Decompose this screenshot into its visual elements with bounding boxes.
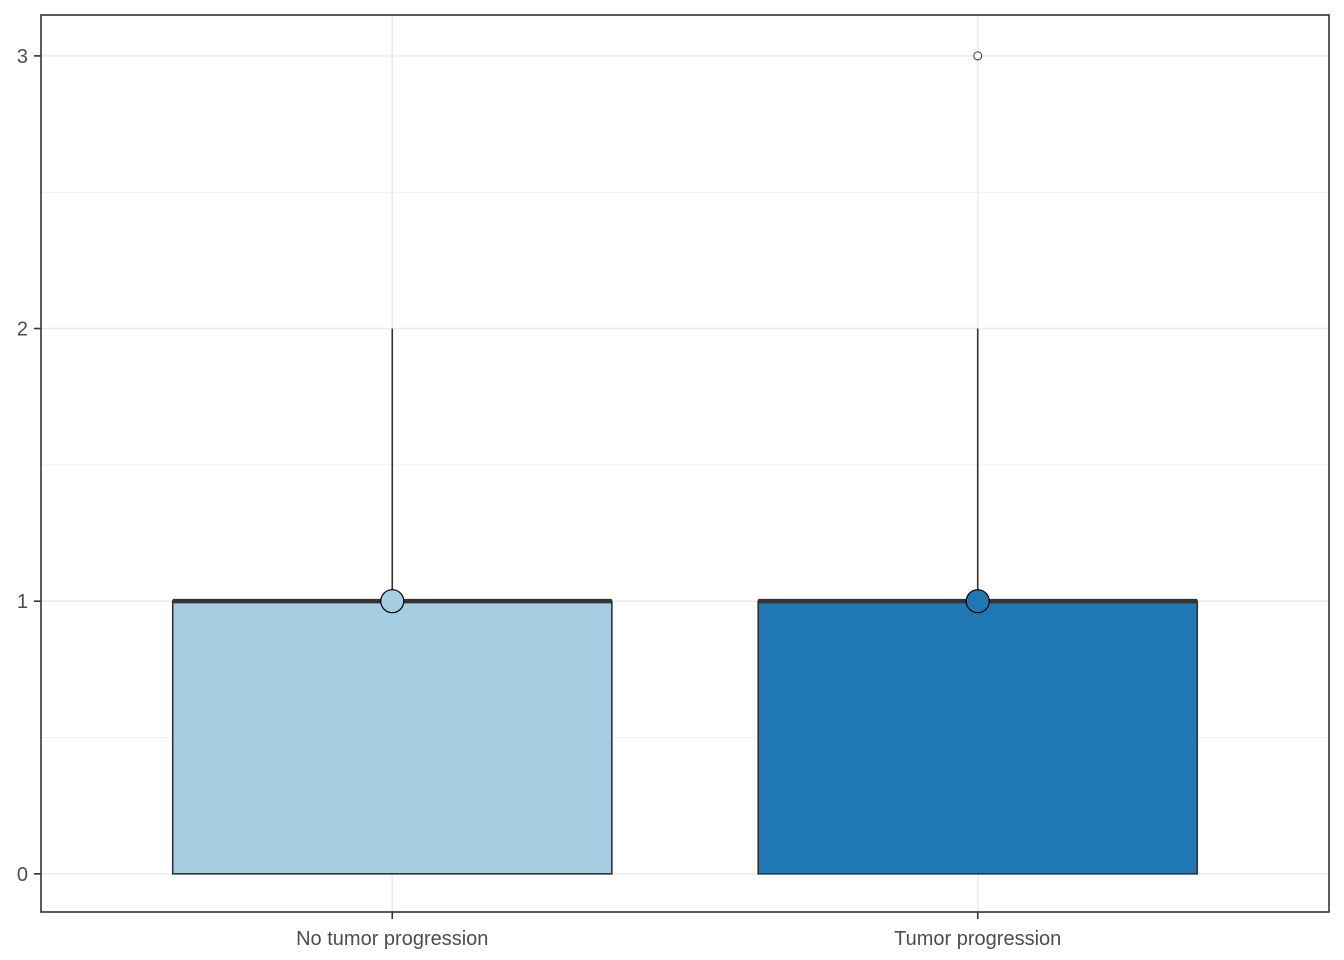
y-tick-label: 2 [17, 319, 28, 341]
plot-border [40, 14, 1330, 913]
boxes [171, 51, 1199, 875]
mean-point [965, 589, 990, 614]
box-group [171, 328, 613, 875]
box [757, 600, 1199, 875]
axes: 0 1 2 3 No tumor progression Tumor progressio… [17, 46, 1061, 950]
box [171, 600, 613, 875]
mean-point [380, 589, 405, 614]
y-tick-label: 3 [17, 46, 28, 68]
y-tick-label: 1 [17, 591, 28, 613]
y-tick-label: 0 [17, 864, 28, 886]
x-tick-label: Tumor progression [894, 928, 1061, 950]
outlier-point [973, 51, 983, 61]
box-group [757, 51, 1199, 875]
x-tick-label: No tumor progression [296, 928, 488, 950]
